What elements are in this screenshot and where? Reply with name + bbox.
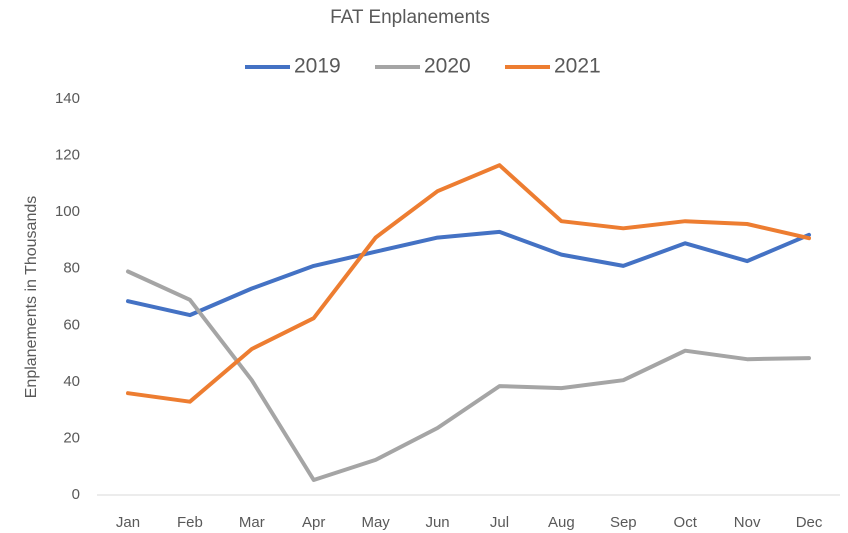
y-tick-label: 40 <box>63 373 80 390</box>
legend-label: 2019 <box>294 55 341 78</box>
y-tick-label: 0 <box>72 486 80 503</box>
series-line <box>126 269 811 482</box>
x-tick-label: Feb <box>177 514 203 531</box>
legend-label: 2020 <box>424 55 471 78</box>
y-tick-label: 120 <box>55 147 80 164</box>
x-tick-label: Apr <box>302 514 325 531</box>
y-tick-label: 60 <box>63 316 80 333</box>
y-tick-label: 20 <box>63 429 80 446</box>
series-line <box>126 229 811 318</box>
y-tick-label: 140 <box>55 90 80 107</box>
x-tick-label: Oct <box>674 514 698 531</box>
x-tick-label: Mar <box>239 514 265 531</box>
x-tick-label: Dec <box>796 514 823 531</box>
series-line <box>126 163 811 404</box>
y-tick-label: 80 <box>63 260 80 277</box>
x-tick-label: Jul <box>490 514 509 531</box>
x-tick-label: May <box>361 514 390 531</box>
legend-label: 2021 <box>554 55 601 78</box>
x-tick-label: Nov <box>734 514 761 531</box>
x-tick-label: Sep <box>610 514 637 531</box>
y-axis-label: Enplanements in Thousands <box>23 196 40 399</box>
chart-title: FAT Enplanements <box>330 7 490 28</box>
y-tick-label: 100 <box>55 203 80 220</box>
x-tick-label: Jan <box>116 514 140 531</box>
x-tick-label: Aug <box>548 514 575 531</box>
x-tick-label: Jun <box>425 514 449 531</box>
